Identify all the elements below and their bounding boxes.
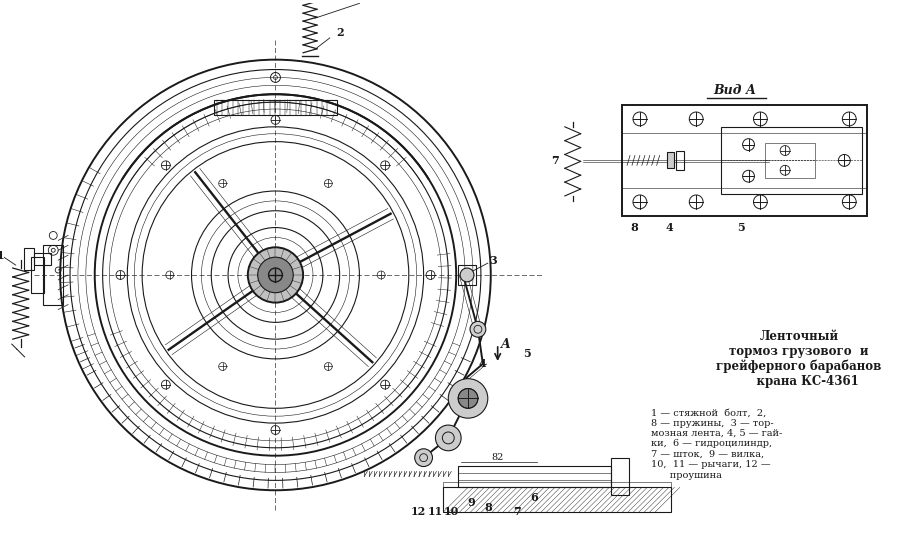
Circle shape bbox=[415, 449, 433, 466]
Bar bbox=[444, 487, 670, 512]
Text: 10: 10 bbox=[444, 507, 459, 517]
Text: 8: 8 bbox=[630, 222, 638, 233]
Circle shape bbox=[448, 378, 488, 418]
Text: 7: 7 bbox=[551, 155, 559, 166]
Circle shape bbox=[470, 321, 486, 337]
Text: 9: 9 bbox=[467, 497, 475, 508]
Circle shape bbox=[257, 257, 293, 293]
Text: Ленточный
тормоз грузового  и
грейферного барабанов
    крана КС-4361: Ленточный тормоз грузового и грейферного… bbox=[716, 330, 882, 388]
Bar bbox=[214, 100, 337, 115]
Text: 11: 11 bbox=[428, 507, 443, 517]
Bar bbox=[622, 105, 867, 216]
Bar bbox=[611, 458, 629, 495]
Bar bbox=[765, 143, 814, 178]
Text: 8: 8 bbox=[484, 502, 491, 513]
Text: 1: 1 bbox=[0, 250, 4, 261]
Circle shape bbox=[460, 268, 474, 282]
Text: 1 — стяжной  болт,  2,
8 — пружины,  3 — тор-
мозная лента, 4, 5 — гай-
ки,  6 —: 1 — стяжной болт, 2, 8 — пружины, 3 — то… bbox=[651, 408, 782, 479]
Bar bbox=[721, 127, 862, 194]
Circle shape bbox=[248, 247, 303, 302]
Bar bbox=[23, 248, 33, 270]
Text: 3: 3 bbox=[489, 255, 497, 266]
Circle shape bbox=[458, 389, 478, 408]
Bar bbox=[43, 245, 63, 305]
Bar bbox=[444, 482, 670, 487]
Bar bbox=[667, 153, 674, 168]
Text: 5: 5 bbox=[737, 222, 744, 233]
Circle shape bbox=[436, 425, 461, 451]
Text: 4: 4 bbox=[666, 222, 673, 233]
Text: 82: 82 bbox=[491, 453, 504, 462]
Text: 5: 5 bbox=[524, 349, 531, 359]
Text: 2: 2 bbox=[336, 28, 344, 39]
Text: Вид А: Вид А bbox=[713, 84, 756, 97]
Bar bbox=[33, 253, 51, 265]
Bar bbox=[677, 150, 684, 171]
Bar bbox=[458, 265, 476, 285]
Text: 4: 4 bbox=[479, 358, 487, 369]
Text: A: A bbox=[500, 338, 510, 351]
Bar bbox=[458, 465, 611, 487]
Text: 12: 12 bbox=[411, 507, 427, 517]
Text: 7: 7 bbox=[514, 507, 521, 517]
Text: 6: 6 bbox=[530, 491, 538, 503]
Bar bbox=[31, 257, 44, 293]
